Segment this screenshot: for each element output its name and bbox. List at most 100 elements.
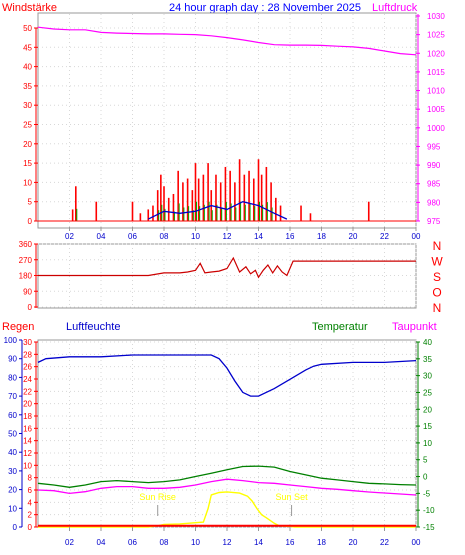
pressure-tick-label: 990 [427,161,441,170]
wind-tick-label: 35 [23,82,32,91]
rain-tick-label: 28 [23,350,32,359]
humidity-tick-label: 90 [8,355,17,364]
time-tick-label: 04 [97,538,106,547]
humidity-tick-label: 70 [8,392,17,401]
wind-tick-label: 30 [23,101,32,110]
wind-tick-label: 5 [28,198,33,207]
pressure-tick-label: 1015 [427,68,445,77]
compass-label: N [433,239,442,253]
pressure-tick-label: 1025 [427,31,445,40]
temperature-tick-label: -10 [423,506,435,515]
time-tick-label: 16 [286,232,295,241]
temperature-tick-label: 20 [423,405,432,414]
rain-tick-label: 12 [23,449,32,458]
compass-label: S [433,270,441,284]
pressure-line [37,26,417,56]
rain-tick-label: 24 [23,375,32,384]
pressure-tick-label: 995 [427,142,441,151]
time-tick-label: 14 [254,538,263,547]
temperature-tick-label: 35 [423,355,432,364]
rain-tick-label: 4 [28,498,33,507]
chart-title: 24 hour graph day : 28 November 2025 [169,2,361,14]
time-tick-label: 02 [65,538,74,547]
time-tick-label: 12 [223,232,232,241]
humidity-tick-label: 50 [8,430,17,439]
wind-speed-bars [38,159,416,222]
wind-tick-label: 15 [23,159,32,168]
humidity-tick-label: 100 [4,336,18,345]
time-tick-label: 02 [65,232,74,241]
rain-tick-label: 10 [23,461,32,470]
rain-tick-label: 26 [23,363,32,372]
rain-tick-label: 8 [28,474,33,483]
humidity-tick-label: 20 [8,486,17,495]
time-tick-label: 06 [128,232,137,241]
time-tick-label: 18 [317,232,326,241]
time-tick-label: 06 [128,538,137,547]
wind-direction-line [38,256,416,279]
time-tick-label: 12 [223,538,232,547]
compass-label: N [433,301,442,315]
rain-axis-label: Regen [2,321,34,333]
temperature-axis-label: Temperatur [312,321,368,333]
rain-tick-label: 18 [23,412,32,421]
humidity-line [37,354,417,397]
dewpoint-axis-label: Taupunkt [392,321,437,333]
rain-tick-label: 30 [23,338,32,347]
direction-degree-ticks: 0 90 180 270 360 [19,240,38,312]
humidity-tick-label: 60 [8,411,17,420]
rain-tick-label: 14 [23,437,32,446]
pressure-tick-label: 985 [427,180,441,189]
time-axis-top: 02 04 06 08 10 12 14 16 18 20 22 00 [65,227,421,241]
humidity-tick-label: 30 [8,467,17,476]
rain-tick-label: 0 [28,523,33,532]
pressure-tick-label: 1005 [427,105,445,114]
dir-tick-label: 270 [19,256,33,265]
time-tick-label: 04 [97,232,106,241]
rain-tick-label: 6 [28,486,33,495]
rain-tick-label: 22 [23,387,32,396]
pressure-tick-label: 1030 [427,12,445,21]
wind-axis-label: Windstärke [2,2,57,14]
pressure-tick-label: 980 [427,198,441,207]
rain-tick-label: 2 [28,511,33,520]
pressure-axis-label: Luftdruck [372,2,418,14]
temperature-tick-label: 30 [423,372,432,381]
rain-tick-label: 20 [23,400,32,409]
time-tick-label: 14 [254,232,263,241]
time-axis-bottom: 02 04 06 08 10 12 14 16 18 20 22 00 [65,527,421,547]
pressure-tick-label: 975 [427,217,441,226]
time-tick-label: 16 [286,538,295,547]
temperature-line [37,465,417,488]
humidity-tick-label: 40 [8,448,17,457]
time-tick-label: 18 [317,538,326,547]
time-tick-label: 20 [349,538,358,547]
wind-tick-label: 40 [23,63,32,72]
time-tick-label: 22 [380,232,389,241]
temperature-tick-label: -15 [423,523,435,532]
wind-average-line [148,201,288,220]
humidity-tick-label: 80 [8,373,17,382]
pressure-tick-label: 1000 [427,124,445,133]
compass-label: W [431,255,443,269]
humidity-axis-label: Luftfeuchte [66,321,120,333]
rain-tick-label: 16 [23,424,32,433]
dir-tick-label: 360 [19,240,33,249]
pressure-axis-ticks: 975 980 985 990 995 1000 1005 1010 1015 1020 1025 1… [416,12,445,226]
wind-tick-label: 10 [23,178,32,187]
wind-tick-label: 20 [23,140,32,149]
dewpoint-line [37,478,417,496]
time-tick-label: 10 [191,538,200,547]
temperature-tick-label: 10 [423,439,432,448]
time-tick-label: 08 [160,232,169,241]
dir-tick-label: 90 [23,287,32,296]
humidity-tick-label: 0 [13,523,18,532]
wind-tick-label: 25 [23,121,32,130]
time-tick-label: 22 [380,538,389,547]
wind-tick-label: 45 [23,43,32,52]
dir-tick-label: 0 [28,303,33,312]
time-tick-label: 00 [412,232,421,241]
